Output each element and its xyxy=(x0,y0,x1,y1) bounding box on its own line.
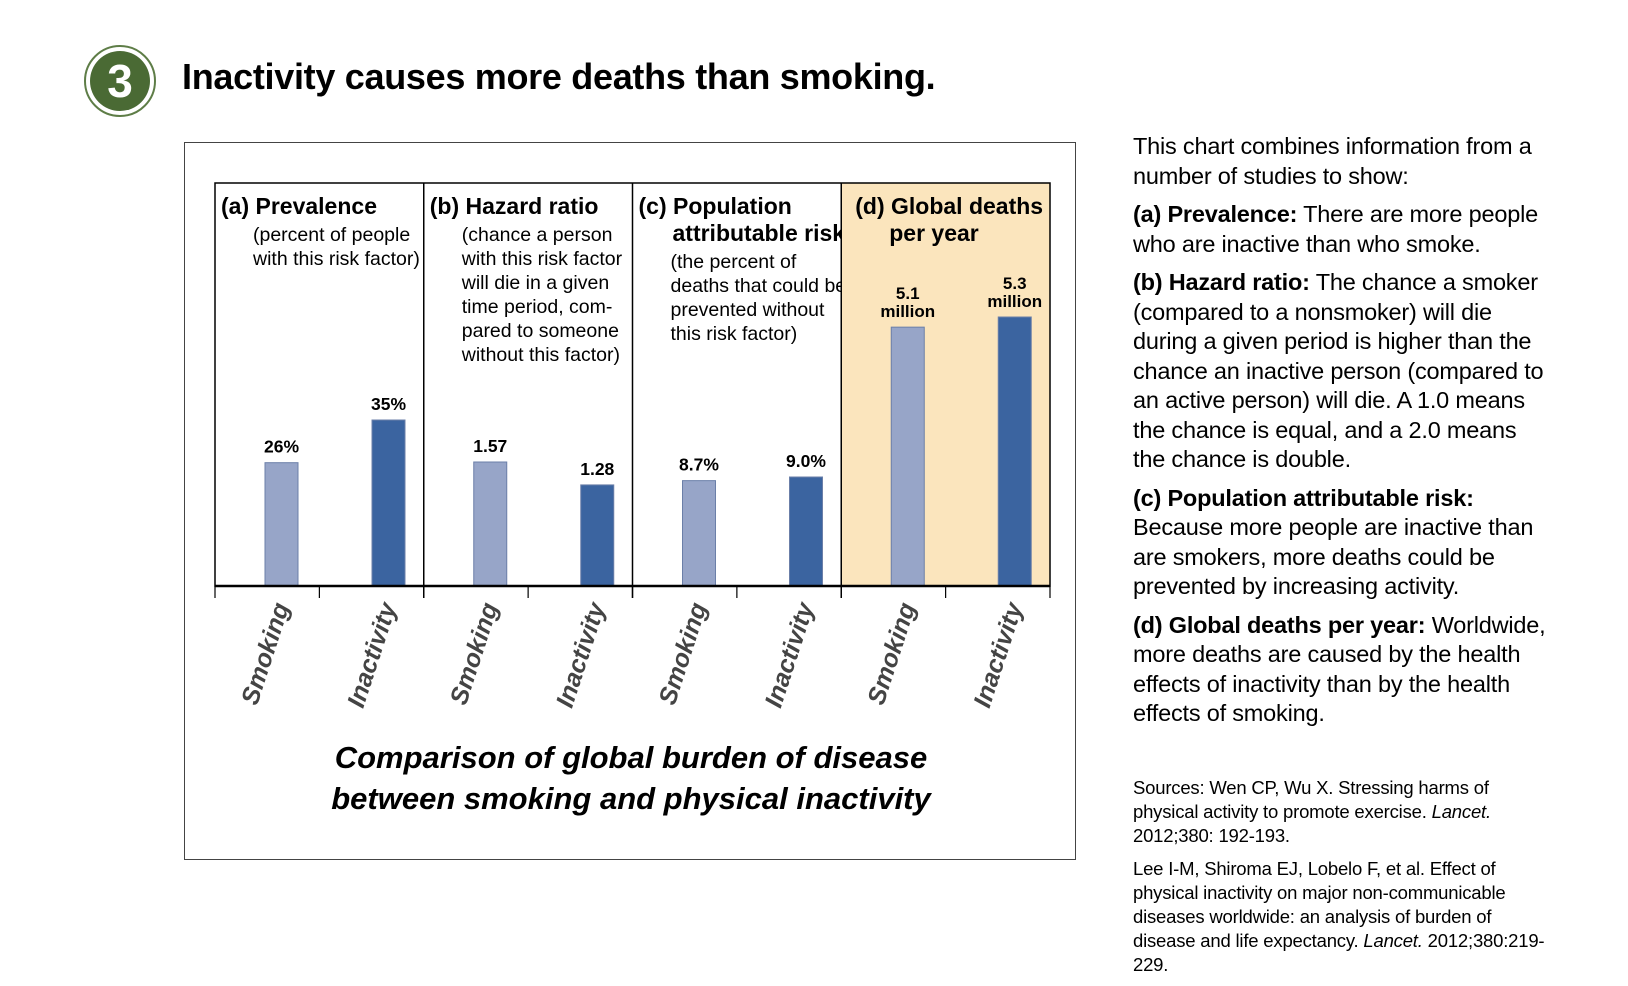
panel-title: (b) Hazard ratio xyxy=(430,193,599,219)
panel-description: pared to someone xyxy=(462,320,619,342)
explanation-hazard-ratio: (b) Hazard ratio: The chance a smoker (c… xyxy=(1133,268,1553,475)
panel-description: (the percent of xyxy=(671,251,797,273)
data-label: 5.3 xyxy=(1003,274,1027,293)
bar-inactivity xyxy=(580,484,615,587)
citation-text: Sources: Wen CP, Wu X. Stressing harms o… xyxy=(1133,777,1489,822)
section-number-badge: 3 xyxy=(84,45,156,117)
x-tick-label: Smoking xyxy=(236,599,295,708)
explanation-term: (c) Population attributable risk: xyxy=(1133,484,1474,511)
explanation-attributable-risk: (c) Population attributable risk: Becaus… xyxy=(1133,484,1553,602)
panel-title: (d) Global deaths xyxy=(855,193,1043,219)
chart-caption-line-1: Comparison of global burden of disease xyxy=(334,740,928,775)
explanation-body: Worldwide, more deaths are caused by the… xyxy=(1133,611,1546,727)
sources: Sources: Wen CP, Wu X. Stressing harms o… xyxy=(1133,776,1553,986)
bar-inactivity xyxy=(371,419,406,587)
data-label: 1.57 xyxy=(473,436,507,456)
bar-smoking xyxy=(264,462,299,587)
panel-description: time period, com- xyxy=(462,296,613,318)
bar-smoking xyxy=(682,480,716,587)
panel-description: (chance a person xyxy=(462,224,613,246)
explanation-body: Because more people are inactive than ar… xyxy=(1133,514,1534,599)
section-number: 3 xyxy=(90,51,150,111)
panel-description: (percent of people xyxy=(253,224,410,246)
source-citation-1: Sources: Wen CP, Wu X. Stressing harms o… xyxy=(1133,776,1553,848)
page-headline: Inactivity causes more deaths than smoki… xyxy=(182,56,936,97)
explanation-term: (b) Hazard ratio: xyxy=(1133,269,1310,295)
data-label: million xyxy=(880,302,935,321)
panel-title: (c) Population xyxy=(639,193,792,219)
panel-title: (a) Prevalence xyxy=(221,193,377,219)
chart-caption-line-2: between smoking and physical inactivity xyxy=(331,781,931,816)
x-tick-label: Inactivity xyxy=(968,598,1028,711)
panel-description: prevented without xyxy=(671,299,826,321)
panel-description: without this factor) xyxy=(461,344,620,366)
chart-frame: (a) Prevalence (percent of people with thi… xyxy=(184,142,1076,860)
bar-inactivity xyxy=(997,316,1032,587)
explanation-intro: This chart combines information from a n… xyxy=(1133,133,1532,189)
data-label: 1.28 xyxy=(580,459,614,479)
bar-smoking xyxy=(473,461,508,587)
panel-description: with this risk factor) xyxy=(252,248,420,270)
explanation-global-deaths: (d) Global deaths per year: Worldwide, m… xyxy=(1133,611,1553,729)
data-label: 8.7% xyxy=(679,455,719,475)
citation-details: 2012;380: 192-193. xyxy=(1133,825,1290,846)
x-tick-label: Inactivity xyxy=(342,598,402,711)
panel-description: deaths that could be xyxy=(671,275,847,297)
explanation-text: This chart combines information from a n… xyxy=(1133,132,1553,738)
bar-smoking xyxy=(890,326,925,587)
explanation-body: There are more people who are inactive t… xyxy=(1133,201,1538,257)
data-label: 5.1 xyxy=(896,284,920,303)
citation-journal: Lancet. xyxy=(1431,801,1491,822)
data-label: 26% xyxy=(264,437,299,457)
panel-description: will die in a given xyxy=(461,272,609,294)
data-label: 9.0% xyxy=(786,451,826,471)
x-tick-label: Smoking xyxy=(445,599,504,708)
panel-description: this risk factor) xyxy=(671,323,798,345)
explanation-term: (a) Prevalence: xyxy=(1133,201,1298,227)
panel-description: with this risk factor xyxy=(461,248,623,270)
explanation-term: (d) Global deaths per year: xyxy=(1133,611,1426,638)
explanation-body: The chance a smoker (compared to a nonsm… xyxy=(1133,269,1544,472)
x-tick-label: Smoking xyxy=(862,599,921,708)
citation-journal: Lancet. xyxy=(1363,930,1423,951)
panel-title: attributable risk xyxy=(673,220,846,246)
x-tick-label: Inactivity xyxy=(551,598,611,711)
bar-inactivity xyxy=(789,476,823,587)
data-label: 35% xyxy=(371,394,406,414)
x-tick-label: Smoking xyxy=(653,599,712,708)
x-tick-label: Inactivity xyxy=(760,598,820,711)
panel-title: per year xyxy=(889,220,979,246)
data-label: million xyxy=(987,292,1042,311)
citation-text: Lee I-M, Shiroma EJ, Lobelo F, et al. Ef… xyxy=(1133,858,1506,951)
chart-caption: Comparison of global burden of disease b… xyxy=(185,737,1077,819)
source-citation-2: Lee I-M, Shiroma EJ, Lobelo F, et al. Ef… xyxy=(1133,857,1553,977)
explanation-prevalence: (a) Prevalence: There are more people wh… xyxy=(1133,200,1553,259)
